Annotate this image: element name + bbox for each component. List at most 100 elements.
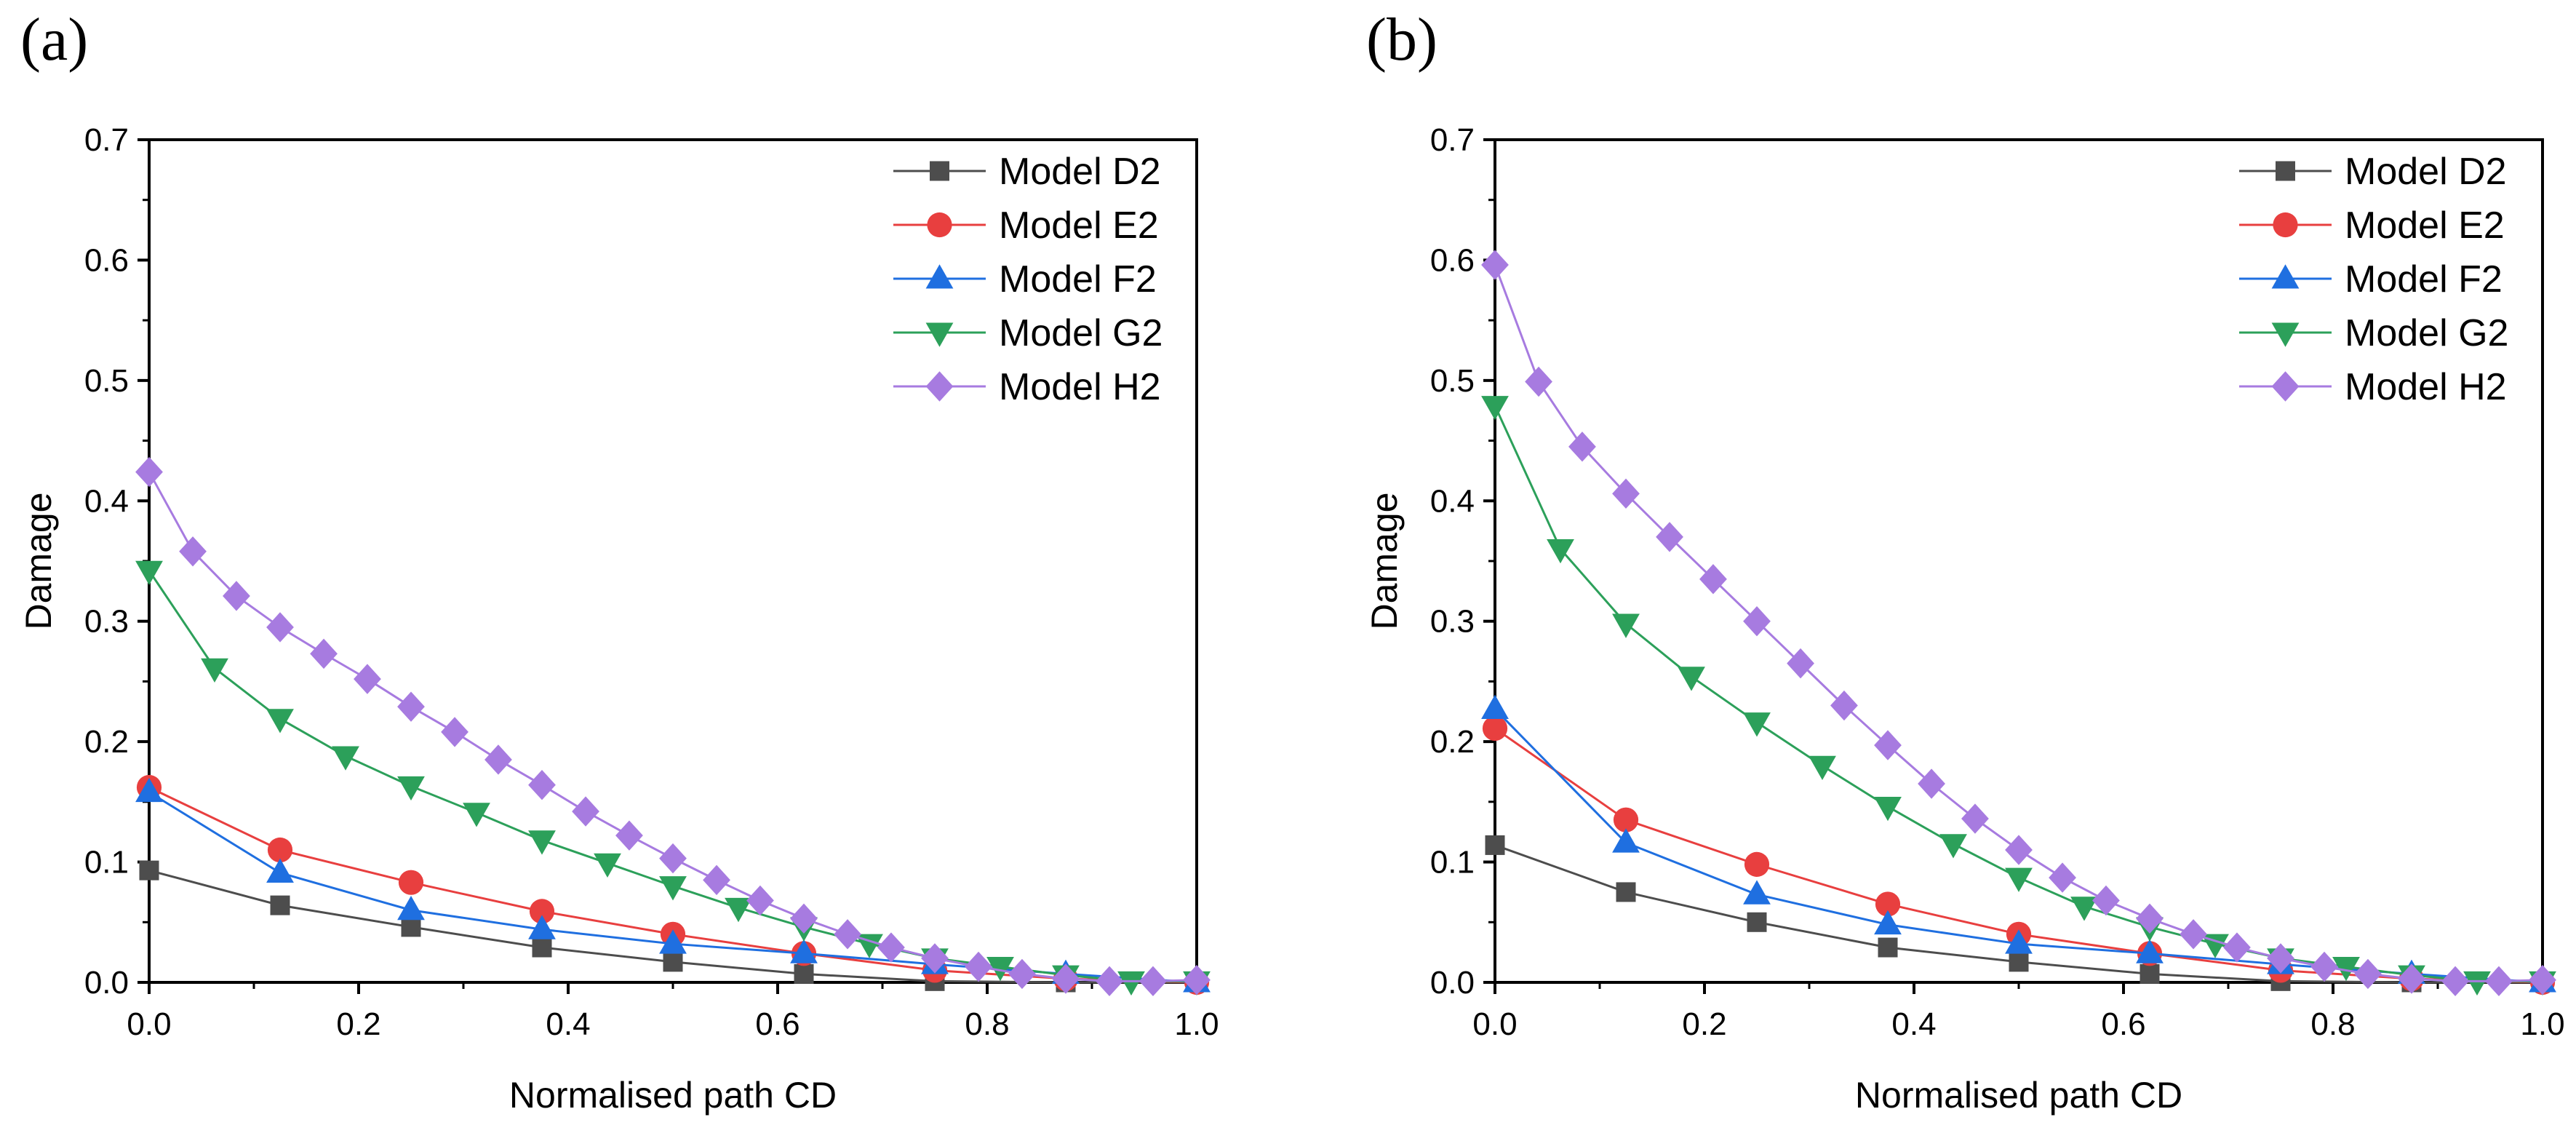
series-line [148,471,1197,982]
data-point [1678,667,1705,691]
data-point [223,581,250,611]
data-point [2092,885,2120,916]
data-point [401,917,421,937]
data-point [398,870,424,895]
legend-marker [925,264,954,289]
y-tick-label: 0.1 [1430,845,1475,880]
data-point [1874,796,1902,822]
legend-marker [2276,161,2295,181]
x-tick-label: 0.0 [127,1006,171,1042]
data-point [2267,943,2294,974]
x-tick-label: 0.0 [1472,1006,1517,1042]
series-model-h2 [135,456,1211,997]
data-point [528,830,556,855]
data-point [921,943,949,974]
data-point [1525,366,1552,397]
data-point [659,929,687,954]
series-line [148,570,1197,982]
data-point [2529,964,2556,995]
data-point [1008,958,1036,990]
data-point [2463,971,2491,996]
data-point [1482,715,1508,742]
data-point [2070,897,2098,921]
data-point [266,612,294,643]
data-point [1744,851,1770,877]
data-point [1743,606,1771,637]
data-point [2354,958,2382,990]
legend-marker [2271,322,2300,347]
data-point [2398,963,2425,994]
x-axis-title: Normalised path CD [509,1075,837,1116]
data-point [332,746,359,771]
y-tick-label: 0.4 [84,483,129,519]
legend-marker [927,212,952,238]
x-tick-label: 0.8 [2310,1006,2355,1042]
data-point [2005,929,2033,954]
legend-marker [2273,212,2298,238]
data-point [397,895,425,921]
data-point [310,638,338,669]
x-tick-label: 0.6 [2101,1006,2145,1042]
legend-label: Model F2 [2345,258,2503,301]
data-point [965,951,992,982]
data-point [397,691,425,722]
data-point [1481,396,1509,421]
y-tick-label: 0.6 [1430,242,1475,278]
data-point [1743,712,1771,737]
y-tick-label: 0.5 [84,363,129,399]
data-point [135,777,163,803]
data-point [1939,834,1967,859]
data-point [2223,932,2251,963]
data-point [2140,963,2160,984]
legend-marker [925,371,954,402]
data-point [1874,910,1902,935]
legend-label: Model H2 [2345,366,2507,408]
legend-label: Model F2 [999,258,1157,301]
data-point [1485,835,1505,855]
y-tick-label: 0.6 [84,242,129,278]
data-point [2005,867,2033,892]
data-point [1612,613,1640,638]
data-point [201,658,228,683]
legend-label: Model H2 [999,366,1161,408]
chart-svg-b: 0.0 0.1 0.2 0.3 0.4 0.5 0.6 0.7 0.0 0.2 0.4 0.6 0.8 1… [1364,122,2565,1116]
legend-label: Model G2 [999,312,1163,354]
y-tick-label: 0.2 [1430,724,1475,760]
data-point [135,560,163,586]
data-point [139,860,159,880]
data-point [528,915,556,939]
legend-marker [2271,264,2300,289]
data-point [1481,250,1509,280]
data-point [270,895,290,915]
legend-marker [930,161,949,181]
data-point [986,956,1014,982]
data-point [1809,755,1836,781]
data-point [1481,694,1509,719]
data-point [746,885,774,916]
data-point [877,932,905,963]
data-point [1612,478,1640,509]
y-tick-label: 0.2 [84,724,129,760]
data-point [1117,971,1145,996]
data-point [2009,952,2029,972]
data-point [2332,956,2360,982]
y-tick-label: 0.7 [1430,122,1475,158]
data-point [2136,903,2164,934]
y-tick-label: 0.5 [1430,363,1475,399]
data-point [2049,862,2076,893]
data-point [1743,880,1771,905]
data-point [485,744,512,775]
x-tick-label: 0.4 [546,1006,590,1042]
x-tick-label: 1.0 [2520,1006,2564,1042]
data-point [1183,964,1211,995]
data-point [1612,828,1640,853]
legend-label: Model D2 [2345,151,2507,193]
x-tick-label: 0.2 [336,1006,380,1042]
data-point [1961,803,1989,834]
data-point [1918,768,1945,799]
data-point [463,803,490,827]
data-point [790,939,818,963]
data-point [397,776,425,801]
x-tick-label: 0.2 [1682,1006,1726,1042]
data-point [572,796,599,827]
